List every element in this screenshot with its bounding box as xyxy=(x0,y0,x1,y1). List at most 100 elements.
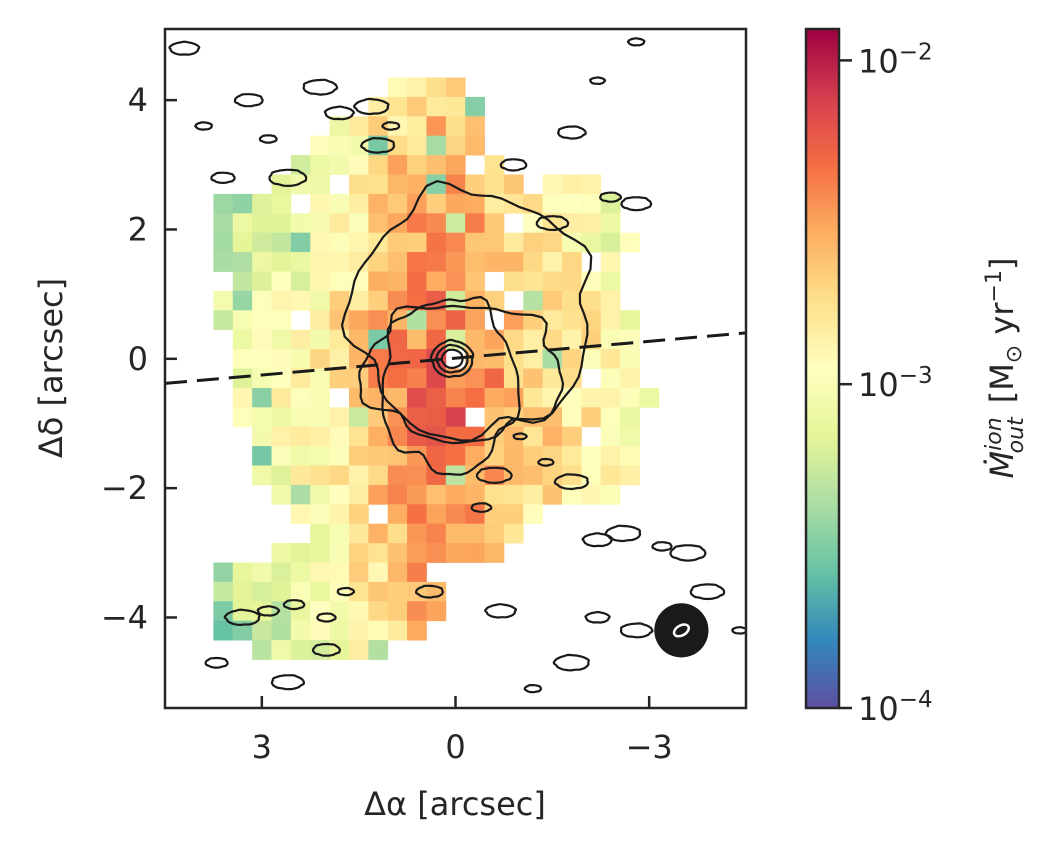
heatmap-cell xyxy=(329,349,350,369)
heatmap-cell xyxy=(465,213,485,234)
heatmap-cell xyxy=(523,465,544,486)
heatmap-cell xyxy=(484,232,505,253)
heatmap-cell xyxy=(426,193,447,214)
heatmap-cell xyxy=(368,174,389,195)
heatmap-cell xyxy=(310,407,331,428)
heatmap-cell xyxy=(213,581,234,602)
heatmap-cell xyxy=(600,290,621,311)
heatmap-cell xyxy=(620,465,640,486)
heatmap-cell xyxy=(503,387,524,408)
heatmap-cell xyxy=(290,252,311,272)
heatmap-cell xyxy=(387,562,408,583)
heatmap-cell xyxy=(465,426,485,447)
colorbar-label-unit: [M xyxy=(983,363,1021,403)
contour-core-2 xyxy=(435,343,469,374)
heatmap-cell xyxy=(348,155,369,175)
heatmap-cell xyxy=(290,620,311,641)
heatmap-cell xyxy=(310,562,331,583)
heatmap-cell xyxy=(542,484,563,505)
heatmap-cell xyxy=(387,329,408,350)
heatmap-cell xyxy=(387,407,408,428)
heatmap-cell xyxy=(271,640,292,660)
heatmap-cell xyxy=(581,232,602,253)
heatmap-cell xyxy=(445,271,466,292)
heatmap-cell xyxy=(310,620,331,641)
heatmap-cell xyxy=(523,213,544,234)
heatmap-cell xyxy=(310,271,331,292)
colorbar-label-sup: ion xyxy=(982,417,1007,451)
contour-mid xyxy=(358,304,565,445)
heatmap-cell xyxy=(600,213,621,234)
heatmap-cell xyxy=(426,116,447,137)
heatmap-cell xyxy=(387,543,408,563)
heatmap-cell xyxy=(310,387,331,408)
heatmap-cell xyxy=(348,252,369,272)
heatmap-cell xyxy=(348,329,369,350)
contour-noise xyxy=(584,611,611,624)
heatmap-cell xyxy=(348,174,369,195)
heatmap-cell xyxy=(310,426,331,447)
heatmap-cell xyxy=(329,543,350,563)
contour-noise xyxy=(626,37,646,47)
heatmap-cell xyxy=(387,601,408,622)
heatmap-layer xyxy=(213,77,660,660)
heatmap-cell xyxy=(271,271,292,292)
heatmap-cell xyxy=(562,290,582,311)
contour-noise xyxy=(268,168,308,187)
heatmap-cell xyxy=(271,426,292,447)
heatmap-cell xyxy=(232,193,253,214)
heatmap-cell xyxy=(407,155,427,175)
heatmap-cell xyxy=(310,310,331,331)
heatmap-cell xyxy=(562,349,582,369)
heatmap-cell xyxy=(523,484,544,505)
heatmap-cell xyxy=(368,446,389,466)
heatmap-cell xyxy=(426,96,447,117)
heatmap-cell xyxy=(368,329,389,350)
heatmap-cell xyxy=(290,504,311,525)
heatmap-cell xyxy=(348,640,369,660)
heatmap-cell xyxy=(484,484,505,505)
heatmap-cell xyxy=(290,329,311,350)
heatmap-cell xyxy=(387,96,408,117)
heatmap-cell xyxy=(310,213,331,234)
x-axis-label: Δα [arcsec] xyxy=(364,785,546,823)
heatmap-cell xyxy=(387,174,408,195)
heatmap-cell xyxy=(290,387,311,408)
heatmap-cell xyxy=(542,271,563,292)
heatmap-cell xyxy=(581,407,602,428)
heatmap-cell xyxy=(252,349,272,369)
heatmap-cell xyxy=(387,484,408,505)
heatmap-cell xyxy=(329,290,350,311)
heatmap-cell xyxy=(484,543,505,563)
heatmap-cell xyxy=(426,446,447,466)
heatmap-cell xyxy=(387,465,408,486)
heatmap-cell xyxy=(426,543,447,563)
heatmap-cell xyxy=(348,407,369,428)
contour-noise xyxy=(552,653,590,672)
heatmap-cell xyxy=(232,387,253,408)
heatmap-cell xyxy=(348,523,369,544)
heatmap-cell xyxy=(620,310,640,331)
heatmap-cell xyxy=(348,620,369,641)
heatmap-cell xyxy=(465,543,485,563)
heatmap-cell xyxy=(445,232,466,253)
colorbar-tick-exponent: −4 xyxy=(899,687,933,713)
beam-disk xyxy=(654,603,709,658)
heatmap-cell xyxy=(348,504,369,525)
heatmap-cell xyxy=(465,96,485,117)
heatmap-cell xyxy=(232,581,253,602)
heatmap-cell xyxy=(600,465,621,486)
heatmap-cell xyxy=(290,232,311,253)
heatmap-cell xyxy=(445,116,466,137)
heatmap-cell xyxy=(348,543,369,563)
heatmap-cell xyxy=(252,446,272,466)
heatmap-cell xyxy=(562,252,582,272)
colorbar-tick-base: 10 xyxy=(858,42,899,80)
colorbar-tick-label: 10−3 xyxy=(858,363,933,404)
heatmap-cell xyxy=(271,446,292,466)
heatmap-cell xyxy=(290,601,311,622)
heatmap-cell xyxy=(465,368,485,389)
heatmap-cell xyxy=(329,368,350,389)
colorbar-label-symbol: Ṁ xyxy=(983,451,1021,479)
heatmap-cell xyxy=(348,116,369,137)
